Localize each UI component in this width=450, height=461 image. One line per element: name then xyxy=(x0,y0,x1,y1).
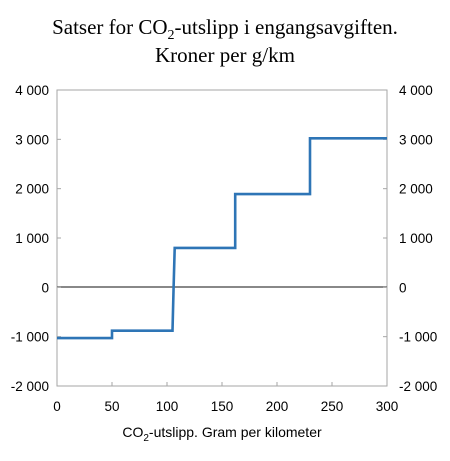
plot-frame xyxy=(56,89,388,387)
x-tick-label: 50 xyxy=(104,399,119,414)
y-tick-label-left: 0 xyxy=(41,280,49,295)
chart-title-line-2: Kroner per g/km xyxy=(155,43,295,67)
y-tick-label-left: -2 000 xyxy=(11,379,49,394)
y-tick-label-right: -2 000 xyxy=(399,379,437,394)
y-axis-left: -2 000 -1 000 0 1 000 2 000 3 000 4 000 xyxy=(11,83,61,394)
chart-title-line-1: Satser for CO2-utslipp i engangsavgiften… xyxy=(52,15,398,43)
x-axis-label: CO2-utslipp. Gram per kilometer xyxy=(122,424,322,444)
x-tick-label: 150 xyxy=(211,399,234,414)
y-tick-label-right: -1 000 xyxy=(399,330,437,345)
y-tick-label-right: 0 xyxy=(399,280,407,295)
y-tick-label-left: 1 000 xyxy=(15,231,49,246)
y-axis-right: -2 000 -1 000 0 1 000 2 000 3 000 4 000 xyxy=(383,83,437,394)
y-tick-label-left: 3 000 xyxy=(15,132,49,147)
x-tick-label: 0 xyxy=(53,399,61,414)
y-tick-label-right: 4 000 xyxy=(399,83,433,98)
x-axis: 0 50 100 150 200 250 300 xyxy=(53,382,398,414)
x-tick-label: 300 xyxy=(376,399,399,414)
series-line xyxy=(57,137,387,340)
x-tick-label: 100 xyxy=(156,399,179,414)
y-tick-label-right: 2 000 xyxy=(399,182,433,197)
x-tick-label: 250 xyxy=(321,399,344,414)
y-tick-label-right: 3 000 xyxy=(399,132,433,147)
y-tick-label-left: -1 000 xyxy=(11,330,49,345)
x-tick-label: 200 xyxy=(266,399,289,414)
y-tick-label-right: 1 000 xyxy=(399,231,433,246)
y-tick-label-left: 2 000 xyxy=(15,182,49,197)
y-tick-label-left: 4 000 xyxy=(15,83,49,98)
